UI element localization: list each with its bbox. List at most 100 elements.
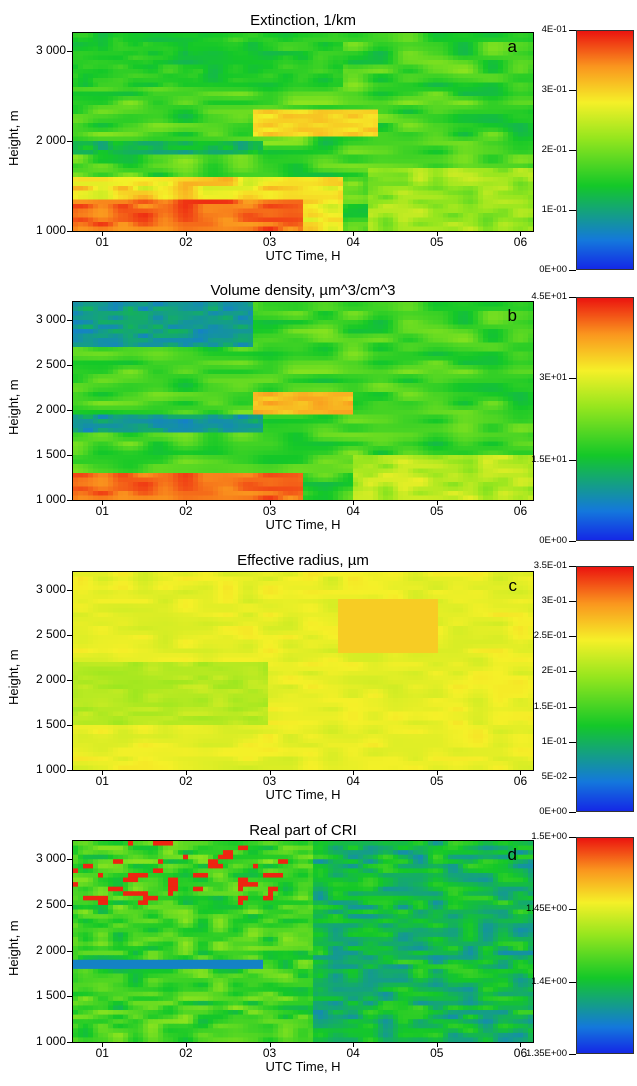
heatmap-cell — [288, 315, 294, 321]
heatmap-cell — [458, 46, 464, 52]
heatmap-cell — [348, 51, 354, 57]
heatmap-cell — [268, 222, 274, 228]
heatmap-cell — [438, 154, 444, 160]
heatmap-cell — [473, 127, 479, 133]
heatmap-cell — [453, 181, 459, 187]
heatmap-cell — [413, 51, 419, 57]
heatmap-cell — [518, 105, 524, 111]
heatmap-cell — [333, 186, 339, 192]
heatmap-cell — [223, 222, 229, 228]
heatmap-cell — [258, 222, 264, 228]
heatmap-cell — [258, 118, 264, 124]
heatmap-cell — [388, 306, 394, 312]
heatmap-cell — [173, 213, 179, 219]
heatmap-cell — [483, 109, 489, 115]
heatmap-cell — [198, 342, 204, 348]
heatmap-cell — [228, 127, 234, 133]
heatmap-cell — [338, 199, 344, 205]
heatmap-cell — [268, 87, 274, 93]
heatmap-cell — [188, 60, 194, 66]
heatmap-cell — [448, 208, 454, 214]
heatmap-cell — [258, 145, 264, 151]
heatmap-cell — [483, 324, 489, 330]
heatmap-cell — [333, 150, 339, 156]
heatmap-cell — [268, 186, 274, 192]
heatmap-cell — [263, 150, 269, 156]
heatmap-cell — [208, 132, 214, 138]
heatmap-cell — [413, 324, 419, 330]
heatmap-cell — [263, 204, 269, 210]
heatmap-cell — [113, 213, 119, 219]
heatmap-cell — [128, 311, 134, 317]
heatmap-cell — [243, 222, 249, 228]
heatmap-cell — [238, 60, 244, 66]
heatmap-cell — [398, 172, 404, 178]
heatmap-cell — [513, 226, 519, 231]
heatmap-cell — [153, 141, 159, 147]
heatmap-cell — [273, 222, 279, 228]
heatmap-cell — [173, 217, 179, 223]
heatmap-cell — [88, 172, 94, 178]
heatmap-cell — [83, 69, 89, 75]
heatmap-cell — [218, 51, 224, 57]
heatmap-cell — [253, 195, 259, 201]
heatmap-cell — [113, 132, 119, 138]
heatmap-cell — [258, 42, 264, 48]
heatmap-cell — [253, 136, 259, 142]
heatmap-cell — [433, 168, 439, 174]
heatmap-cell — [208, 195, 214, 201]
heatmap-cell — [383, 315, 389, 321]
heatmap-cell — [328, 37, 334, 43]
heatmap-cell — [478, 105, 484, 111]
heatmap-cell — [238, 96, 244, 102]
heatmap-cell — [333, 154, 339, 160]
heatmap-cell — [153, 199, 159, 205]
heatmap-cell — [298, 87, 304, 93]
heatmap-cell — [523, 123, 529, 129]
heatmap-cell — [318, 114, 324, 120]
heatmap-cell — [273, 60, 279, 66]
heatmap-cell — [233, 64, 239, 70]
heatmap-cell — [488, 181, 494, 187]
heatmap-cell — [493, 42, 499, 48]
heatmap-cell — [503, 33, 509, 39]
heatmap-cell — [248, 168, 254, 174]
heatmap-cell — [508, 136, 514, 142]
heatmap-cell — [368, 91, 374, 97]
heatmap-cell — [393, 109, 399, 115]
heatmap-cell — [98, 114, 104, 120]
heatmap-cell — [123, 217, 129, 223]
heatmap-cell — [498, 150, 504, 156]
heatmap-cell — [378, 217, 384, 223]
heatmap-cell — [338, 69, 344, 75]
heatmap-cell — [498, 64, 504, 70]
heatmap-cell — [158, 150, 164, 156]
heatmap-cell — [468, 46, 474, 52]
heatmap-cell — [243, 60, 249, 66]
heatmap-cell — [433, 141, 439, 147]
heatmap-cell — [98, 141, 104, 147]
heatmap-cell — [113, 195, 119, 201]
heatmap-cell — [208, 55, 214, 61]
heatmap-cell — [328, 217, 334, 223]
heatmap-cell — [448, 55, 454, 61]
heatmap-cell — [238, 320, 244, 326]
heatmap-cell — [508, 150, 514, 156]
heatmap-cell — [443, 82, 449, 88]
heatmap-cell — [503, 136, 509, 142]
heatmap-cell — [493, 33, 499, 39]
heatmap-cell — [118, 141, 124, 147]
heatmap-cell — [513, 100, 519, 106]
heatmap-cell — [363, 226, 369, 231]
heatmap-cell — [378, 55, 384, 61]
heatmap-cell — [168, 69, 174, 75]
heatmap-cell — [318, 338, 324, 344]
heatmap-cell — [418, 163, 424, 169]
heatmap-cell — [88, 78, 94, 84]
heatmap-cell — [513, 82, 519, 88]
heatmap-cell — [288, 159, 294, 165]
heatmap-cell — [498, 60, 504, 66]
heatmap-cell — [108, 338, 114, 344]
heatmap-cell — [288, 51, 294, 57]
heatmap-cell — [98, 109, 104, 115]
